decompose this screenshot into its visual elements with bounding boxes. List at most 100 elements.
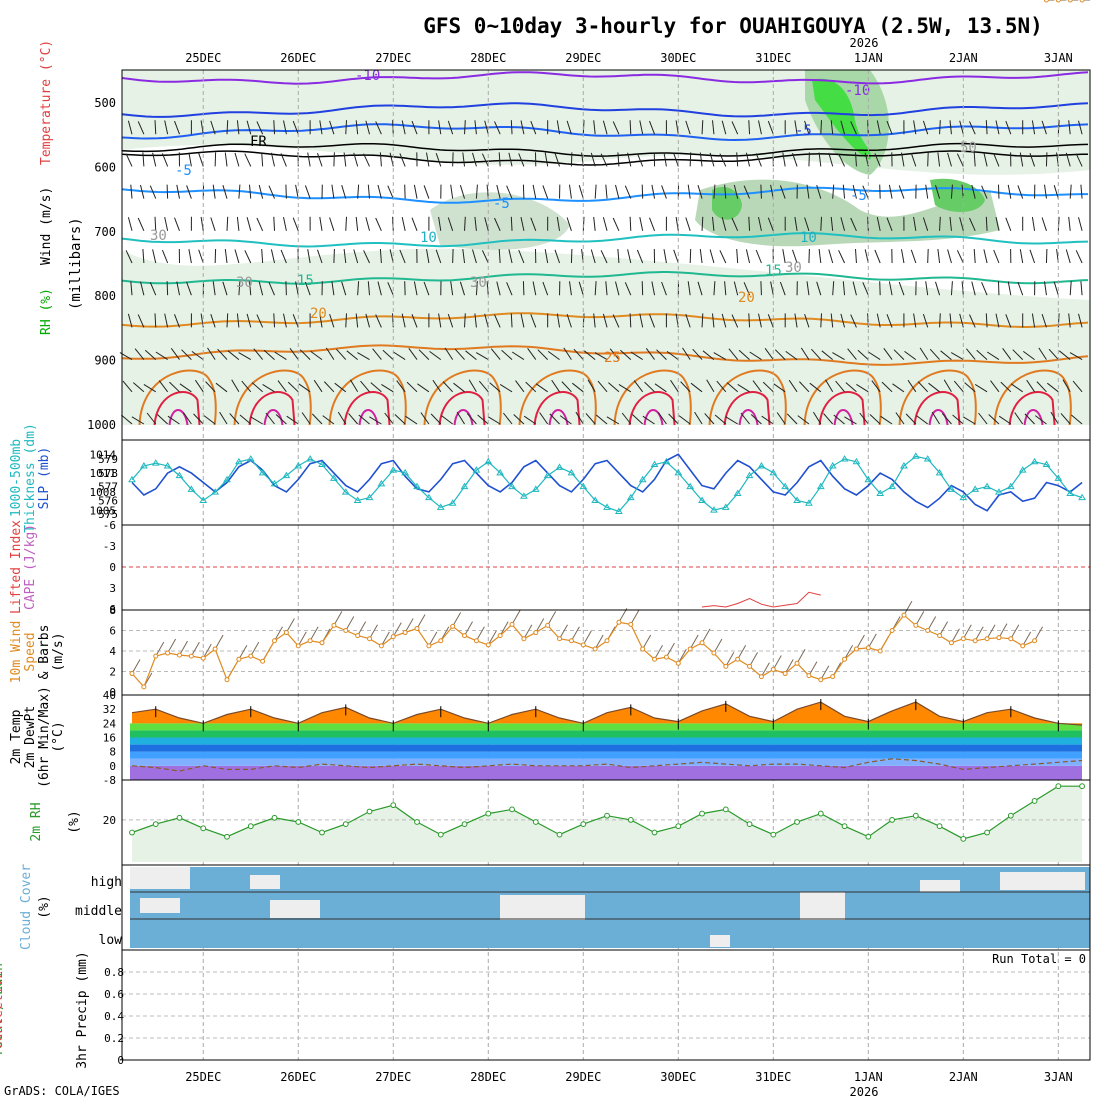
panel-ylabel-wind10: 10m Wind xyxy=(9,621,24,684)
year-label-bottom: 2026 xyxy=(850,1085,879,1099)
panel-ylabel-temp2m: 2m DewPt xyxy=(23,706,38,769)
wind10-point xyxy=(914,623,918,627)
chart-title: GFS 0~10day 3-hourly for OUAHIGOUYA (2.5… xyxy=(423,14,1043,38)
panel-ylabel-temp2m: (6hr Min/Max) xyxy=(37,686,52,788)
wind-barb xyxy=(167,281,168,295)
wind-barb xyxy=(227,120,228,134)
temp-color-band xyxy=(130,766,1082,780)
upper-contour-label: 30 xyxy=(785,260,802,276)
panel-ylabel-precip: Convective xyxy=(0,971,6,1049)
rh-point xyxy=(438,832,443,837)
upper-ytick-label: 600 xyxy=(94,160,116,174)
wind10-point xyxy=(130,672,134,676)
rh-point xyxy=(628,817,633,822)
wind10-point xyxy=(213,647,217,651)
panel-ylabel-temp2m: (°C) xyxy=(51,721,66,752)
wind10-point xyxy=(308,639,312,643)
wind10-point xyxy=(166,651,170,655)
upper-contour-label: -10 xyxy=(845,83,870,99)
upper-ytick-label: 900 xyxy=(94,354,116,368)
wind10-point xyxy=(712,651,716,655)
wind-barb xyxy=(928,249,929,263)
cloud-level-label: low xyxy=(99,933,123,948)
wind10-point xyxy=(641,647,645,651)
wind10-point xyxy=(985,637,989,641)
wind-barb xyxy=(274,313,275,327)
rh-point xyxy=(937,824,942,829)
date-label-top: 1JAN xyxy=(854,51,883,65)
panel-ylabel-cloud: (%) xyxy=(37,895,52,918)
wind-barb xyxy=(227,313,228,327)
wind10-point xyxy=(736,657,740,661)
panel-ylabel-slp: Thickness (dm) xyxy=(23,423,38,533)
date-label-top: 2JAN xyxy=(949,51,978,65)
wind10-point xyxy=(759,675,763,679)
panel-ylabel-li: Lifted Index xyxy=(9,520,24,614)
wind10-point xyxy=(748,664,752,668)
wind-barb xyxy=(334,152,335,166)
date-label-bottom: 27DEC xyxy=(375,1070,411,1084)
rh-point xyxy=(1080,784,1085,789)
upper-contour-label: -5 xyxy=(795,123,812,139)
wind10-point xyxy=(949,641,953,645)
rh-point xyxy=(1008,813,1013,818)
precip-tick-label: 0.6 xyxy=(104,988,124,1001)
cloud-clear-patch xyxy=(1000,872,1085,890)
upper-ytick-label: 500 xyxy=(94,96,116,110)
wind10-point xyxy=(973,639,977,643)
wind-barb xyxy=(928,152,929,166)
wind10-point xyxy=(1068,0,1072,2)
date-label-top: 27DEC xyxy=(375,51,411,65)
cloud-level-label: high xyxy=(91,875,122,890)
temp-color-band xyxy=(130,745,1082,752)
wind10-point xyxy=(569,639,573,643)
panel-ylabel-li: CAPE (J/kg) xyxy=(23,524,38,610)
wind10-point xyxy=(273,639,277,643)
wind10-point xyxy=(807,674,811,678)
upper-ylabel-units: (millibars) xyxy=(68,217,84,310)
wind10-point xyxy=(391,635,395,639)
upper-ylabel: Wind (m/s) Temperature (°C) RH (%) (mill… xyxy=(39,40,84,335)
temp-tick-label: 24 xyxy=(103,717,117,730)
date-label-bottom: 3JAN xyxy=(1044,1070,1073,1084)
wind-barb xyxy=(630,217,631,231)
rh-point xyxy=(700,811,705,816)
date-label-bottom: 30DEC xyxy=(660,1070,696,1084)
wind-barb xyxy=(630,313,631,327)
rh-point xyxy=(130,830,135,835)
date-label-top: 25DEC xyxy=(185,51,221,65)
wind10-point xyxy=(332,623,336,627)
wind10-point xyxy=(700,641,704,645)
rh-point xyxy=(320,830,325,835)
wind10-point xyxy=(771,667,775,671)
wind10-point xyxy=(783,672,787,676)
wind-barb xyxy=(227,217,228,231)
cloud-clear-patch xyxy=(270,900,320,918)
cloud-clear-patch xyxy=(140,898,180,913)
li-tick-label: -6 xyxy=(103,519,116,532)
upper-contour-label: 20 xyxy=(738,290,755,306)
wind-barb xyxy=(274,217,275,231)
rh-point xyxy=(913,813,918,818)
wind10-point xyxy=(154,654,158,658)
wind10-point xyxy=(688,647,692,651)
wind-barb xyxy=(690,152,691,166)
precip-tick-label: 0.8 xyxy=(104,966,124,979)
temp-tick-label: 32 xyxy=(103,703,116,716)
wind-barb xyxy=(821,217,822,231)
wind10-point xyxy=(368,637,372,641)
rh-point xyxy=(248,824,253,829)
wind10-point xyxy=(926,629,930,633)
date-label-bottom: 25DEC xyxy=(185,1070,221,1084)
date-label-top: 31DEC xyxy=(755,51,791,65)
wind10-point xyxy=(451,624,455,628)
cloud-clear-patch xyxy=(800,892,845,920)
wind10-point xyxy=(581,643,585,647)
slp-tick-label: 1014 xyxy=(90,448,117,461)
wind-barb xyxy=(523,281,524,295)
wind10-point xyxy=(1021,644,1025,648)
temp-tick-label: -8 xyxy=(103,774,116,787)
date-label-top: 3JAN xyxy=(1044,51,1073,65)
wind10-point xyxy=(1044,0,1048,2)
